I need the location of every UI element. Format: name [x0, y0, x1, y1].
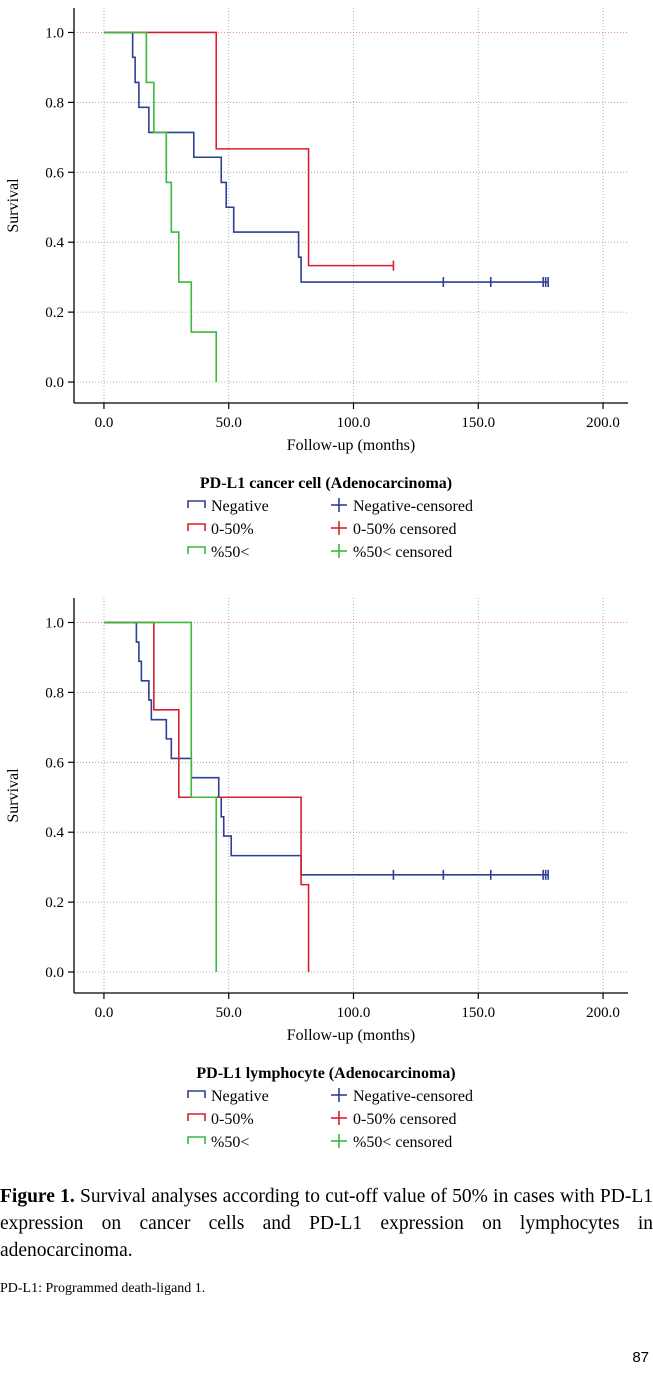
- figure-label: Figure 1.: [0, 1186, 75, 1207]
- x-tick-label: 0.0: [95, 415, 114, 431]
- y-tick-label: 0.2: [45, 895, 64, 911]
- x-axis-title: Follow-up (months): [287, 1027, 415, 1044]
- footnote: PD-L1: Programmed death-ligand 1.: [0, 1281, 206, 1296]
- chart-svg: 0.0 50.0 100.0 150.0 200.0 0.0 0.2 0.4 0.6 0.8 1.0…: [5, 598, 628, 1151]
- legend-label: %50<: [211, 544, 249, 561]
- y-tick-label: 0.6: [45, 755, 64, 771]
- legend-swatch-line: [187, 546, 206, 554]
- x-tick-label: 100.0: [337, 1005, 371, 1021]
- legend-swatch-line: [187, 1113, 206, 1121]
- page-number: 87: [632, 1349, 649, 1366]
- legend-label: Negative: [211, 1088, 269, 1105]
- x-tick-label: 200.0: [586, 415, 620, 431]
- y-tick-label: 0.2: [45, 305, 64, 321]
- survival-curve-050: [103, 621, 310, 973]
- legend-title: PD-L1 lymphocyte (Adenocarcinoma): [196, 1065, 455, 1082]
- figure-caption: Figure 1. Survival analyses according to…: [0, 1183, 653, 1264]
- y-tick-label: 0.8: [45, 95, 64, 111]
- survival-curve-050: [103, 31, 394, 267]
- y-tick-label: 0.8: [45, 685, 64, 701]
- y-tick-label: 0.0: [45, 965, 64, 981]
- y-tick-label: 0.4: [45, 235, 64, 251]
- y-tick-label: 1.0: [45, 25, 64, 41]
- survival-curve-50: [103, 31, 218, 383]
- y-axis-title: Survival: [5, 178, 22, 233]
- y-tick-label: 1.0: [45, 615, 64, 631]
- y-tick-label: 0.4: [45, 825, 64, 841]
- legend-censored-label: 0-50% censored: [353, 1111, 457, 1128]
- survival-curve-50: [103, 621, 218, 973]
- legend-label: 0-50%: [211, 521, 254, 538]
- x-tick-label: 50.0: [216, 1005, 242, 1021]
- x-tick-label: 100.0: [337, 415, 371, 431]
- legend-censored-label: 0-50% censored: [353, 521, 457, 538]
- legend-censored-label: Negative-censored: [353, 498, 473, 515]
- x-tick-label: 150.0: [461, 415, 495, 431]
- chart-svg: 0.0 50.0 100.0 150.0 200.0 0.0 0.2 0.4 0.6 0.8 1.0…: [5, 8, 628, 561]
- legend-swatch-line: [187, 500, 206, 508]
- survival-chart-cancer-cell: 0.0 50.0 100.0 150.0 200.0 0.0 0.2 0.4 0.6 0.8 1.0…: [0, 0, 653, 580]
- figure-caption-text: Survival analyses according to cut-off v…: [0, 1186, 653, 1261]
- legend-swatch-line: [187, 1090, 206, 1098]
- legend-label: Negative: [211, 498, 269, 515]
- x-tick-label: 150.0: [461, 1005, 495, 1021]
- x-axis-title: Follow-up (months): [287, 437, 415, 454]
- x-tick-label: 50.0: [216, 415, 242, 431]
- y-tick-label: 0.6: [45, 165, 64, 181]
- legend-censored-label: Negative-censored: [353, 1088, 473, 1105]
- legend-label: 0-50%: [211, 1111, 254, 1128]
- x-tick-label: 0.0: [95, 1005, 114, 1021]
- legend-swatch-line: [187, 523, 206, 531]
- legend-swatch-line: [187, 1136, 206, 1144]
- survival-chart-lymphocyte: 0.0 50.0 100.0 150.0 200.0 0.0 0.2 0.4 0.6 0.8 1.0…: [0, 590, 653, 1172]
- survival-curve-Negative: [103, 621, 549, 876]
- y-tick-label: 0.0: [45, 375, 64, 391]
- legend-censored-label: %50< censored: [353, 544, 452, 561]
- x-tick-label: 200.0: [586, 1005, 620, 1021]
- y-axis-title: Survival: [5, 768, 22, 823]
- legend-title: PD-L1 cancer cell (Adenocarcinoma): [200, 475, 452, 492]
- survival-curve-Negative: [103, 31, 549, 283]
- legend-censored-label: %50< censored: [353, 1134, 452, 1151]
- legend-label: %50<: [211, 1134, 249, 1151]
